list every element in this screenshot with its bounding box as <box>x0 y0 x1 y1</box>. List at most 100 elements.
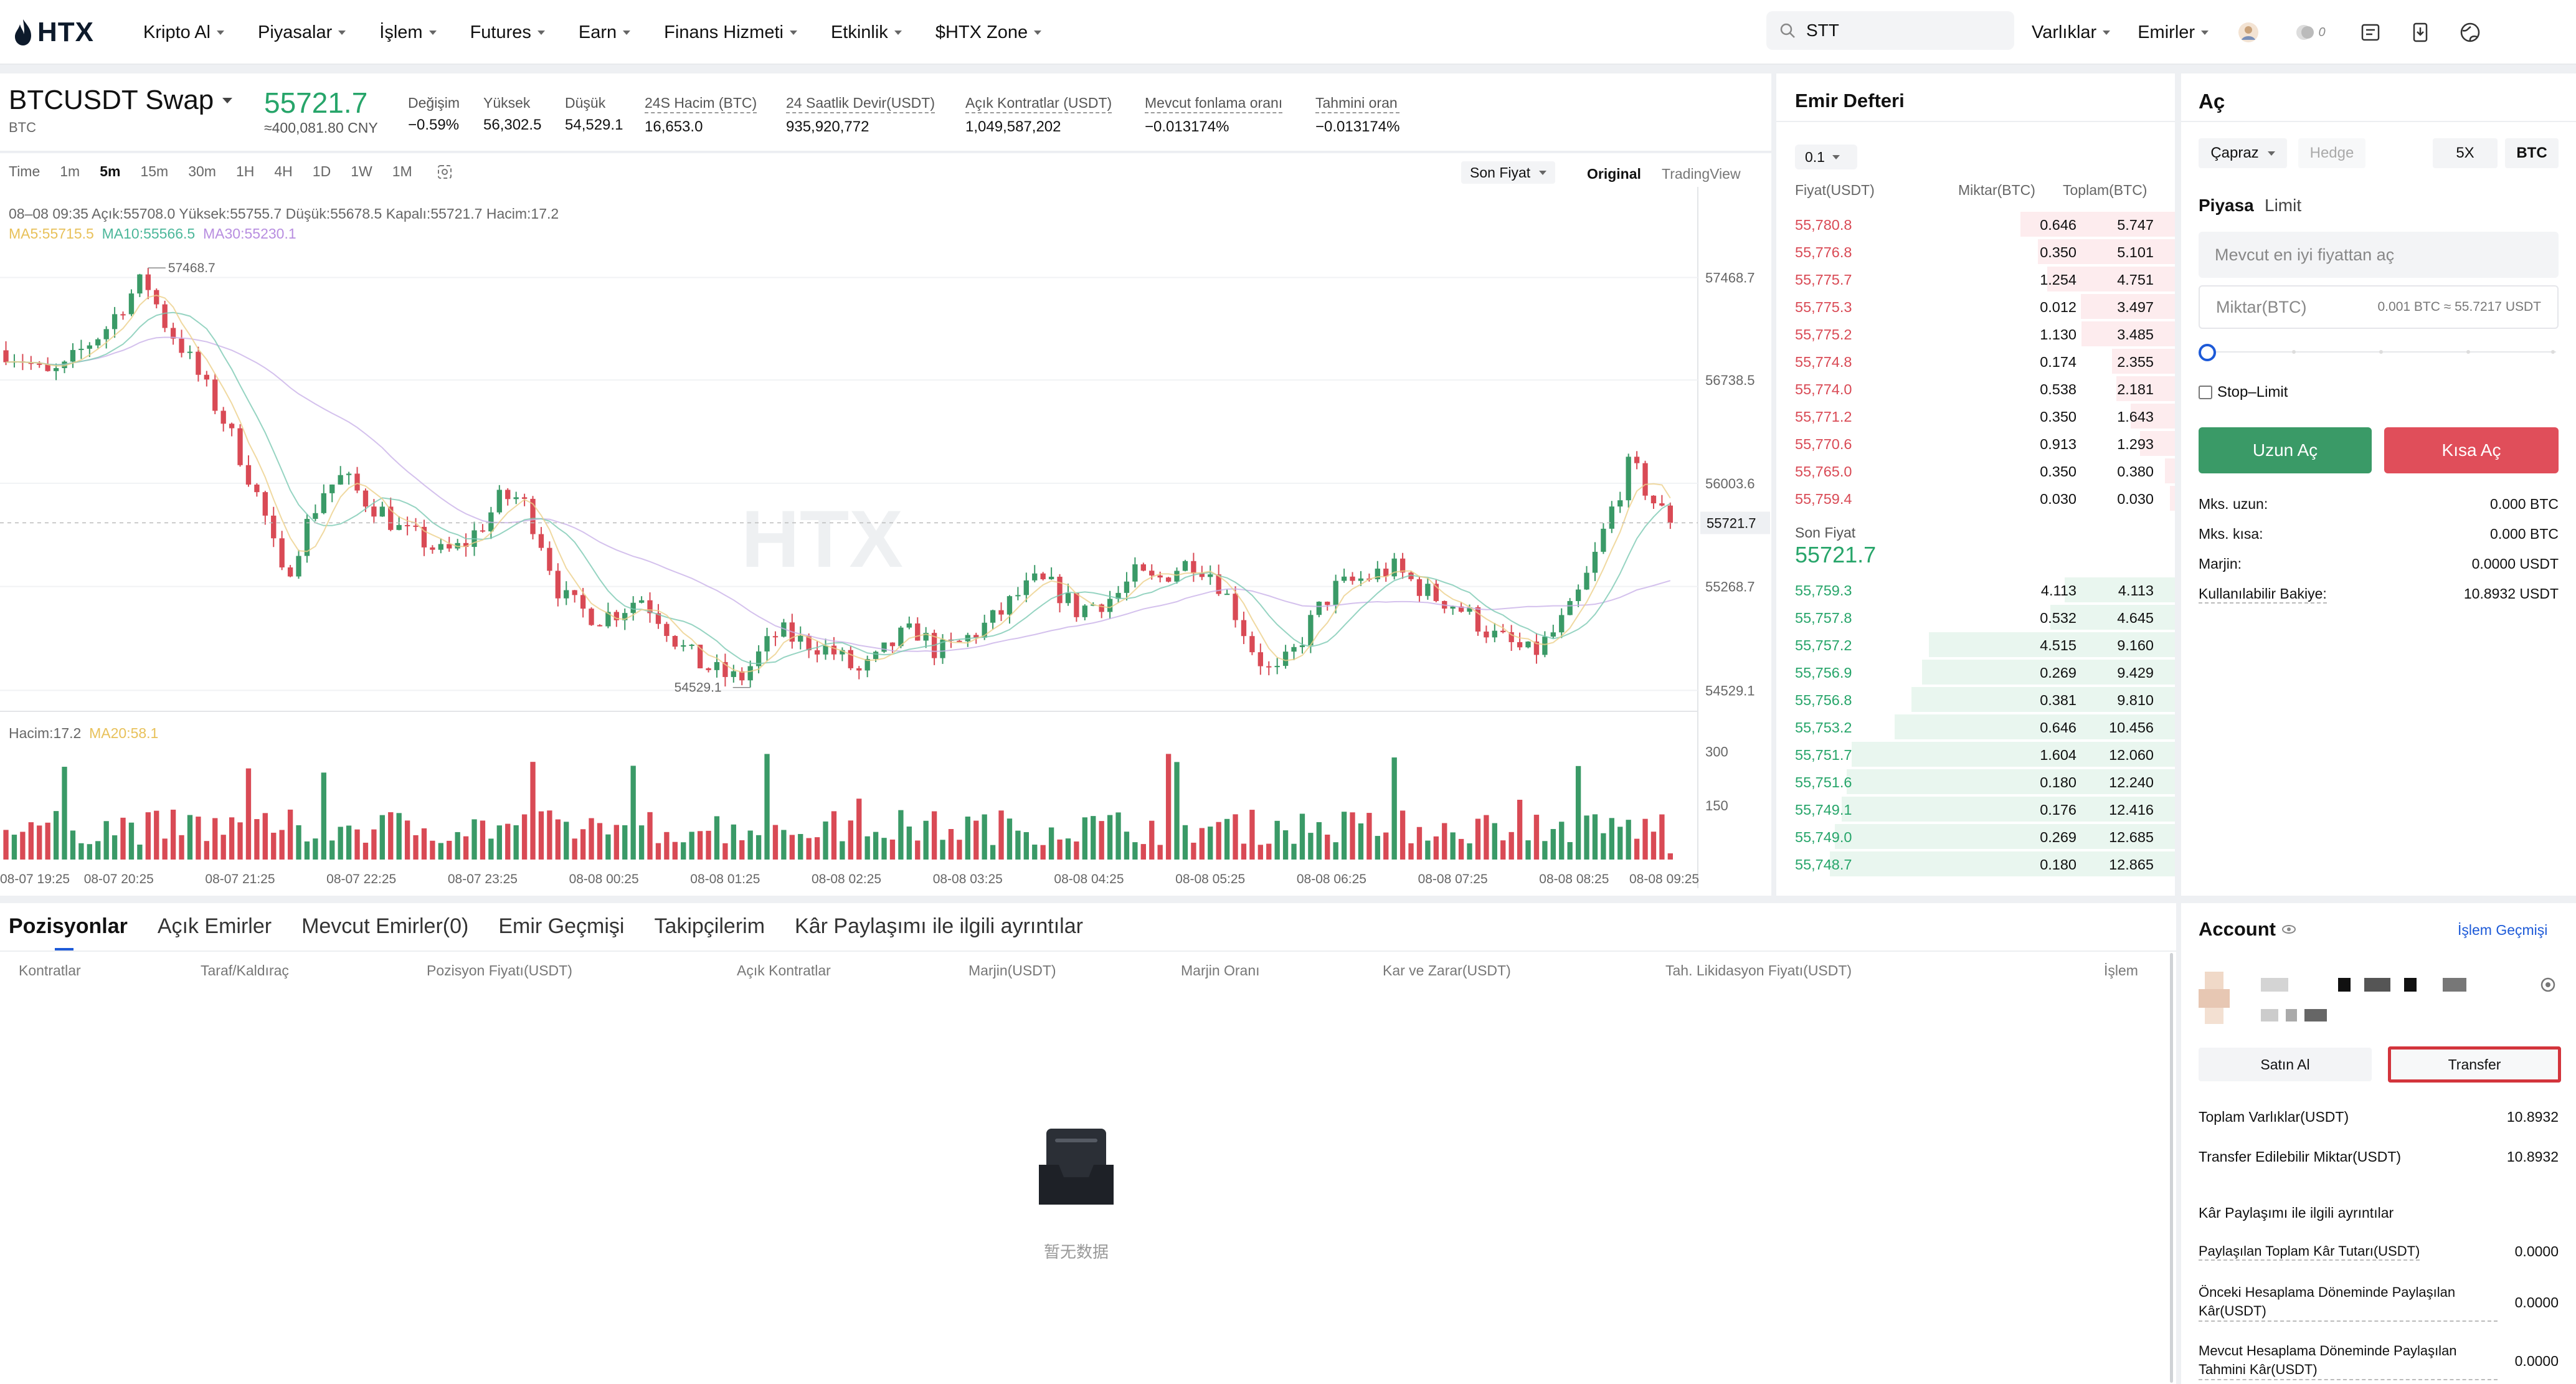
nav-earn[interactable]: Earn <box>579 22 631 43</box>
order-type-market[interactable]: Piyasa <box>2199 196 2254 215</box>
coupon-icon[interactable]: 0 <box>2286 20 2333 45</box>
nav-kripto-al[interactable]: Kripto Al <box>143 22 224 43</box>
tab-order-history[interactable]: Emir Geçmişi <box>498 914 625 938</box>
ask-row[interactable]: 55,759.4 0.030 0.030 <box>1776 485 2175 512</box>
open-long-button[interactable]: Uzun Aç <box>2199 427 2372 473</box>
tab-positions[interactable]: Pozisyonlar <box>9 914 128 938</box>
search-box[interactable] <box>1766 11 2014 50</box>
nav-etkinlik[interactable]: Etkinlik <box>831 22 902 43</box>
leverage-button[interactable]: 5X <box>2433 138 2498 168</box>
view-original[interactable]: Original <box>1587 166 1641 182</box>
tab-open-orders[interactable]: Açık Emirler <box>157 914 272 938</box>
tf-1mo[interactable]: 1M <box>392 163 412 179</box>
previous-period-profit-label[interactable]: Önceki Hesaplama Döneminde Paylaşılan Kâ… <box>2199 1283 2498 1322</box>
stop-limit-checkbox[interactable] <box>2199 386 2212 399</box>
search-input[interactable] <box>1806 21 1993 40</box>
nav-emirler[interactable]: Emirler <box>2138 22 2209 43</box>
stat-label[interactable]: Açık Kontratlar (USDT) <box>965 95 1112 113</box>
candle-body <box>564 590 569 599</box>
buy-crypto-button[interactable]: Satın Al <box>2199 1048 2372 1081</box>
bid-row[interactable]: 55,757.8 0.532 4.645 <box>1776 604 2175 631</box>
tf-4h[interactable]: 4H <box>274 163 293 179</box>
bid-row[interactable]: 55,757.2 4.515 9.160 <box>1776 631 2175 658</box>
bid-row[interactable]: 55,753.2 0.646 10.456 <box>1776 713 2175 741</box>
unit-button[interactable]: BTC <box>2505 138 2559 168</box>
precision-select[interactable]: 0.1 <box>1795 145 1857 169</box>
stat-label[interactable]: 24S Hacim (BTC) <box>645 95 757 113</box>
price-input[interactable]: Mevcut en iyi fiyattan aç <box>2199 232 2559 278</box>
orders-icon[interactable] <box>2358 20 2383 45</box>
view-tradingview[interactable]: TradingView <box>1662 166 1741 182</box>
total-shared-profit-label[interactable]: Paylaşılan Toplam Kâr Tutarı(USDT) <box>2199 1243 2420 1261</box>
bid-row[interactable]: 55,749.0 0.269 12.685 <box>1776 823 2175 850</box>
nav-futures[interactable]: Futures <box>470 22 545 43</box>
bid-row[interactable]: 55,756.9 0.269 9.429 <box>1776 658 2175 686</box>
tf-30m[interactable]: 30m <box>188 163 216 179</box>
ask-row[interactable]: 55,775.3 0.012 3.497 <box>1776 293 2175 320</box>
quantity-input[interactable]: Miktar(BTC) 0.001 BTC ≈ 55.7217 USDT <box>2199 285 2559 329</box>
scrollbar[interactable] <box>2170 953 2173 1383</box>
candlestick-chart[interactable]: 57468.7 56738.5 56003.6 55268.7 54529.1 300 15… <box>0 187 1771 896</box>
ask-row[interactable]: 55,775.7 1.254 4.751 <box>1776 265 2175 293</box>
nav-varliklar[interactable]: Varlıklar <box>2032 22 2111 43</box>
eye-icon[interactable] <box>2282 924 2296 934</box>
tf-time[interactable]: Time <box>9 163 40 179</box>
amount-slider[interactable] <box>2199 343 2559 361</box>
stat-label[interactable]: Mevcut fonlama oranı <box>1145 95 1283 113</box>
nav-piyasalar[interactable]: Piyasalar <box>258 22 346 43</box>
nav-finans[interactable]: Finans Hizmeti <box>664 22 797 43</box>
volume-bar <box>120 817 126 860</box>
tab-followers[interactable]: Takipçilerim <box>654 914 765 938</box>
volume-bar <box>864 836 870 860</box>
ask-row[interactable]: 55,775.2 1.130 3.485 <box>1776 320 2175 348</box>
tf-5m[interactable]: 5m <box>100 163 121 179</box>
tf-15m[interactable]: 15m <box>140 163 169 179</box>
ask-row[interactable]: 55,780.8 0.646 5.747 <box>1776 211 2175 238</box>
tf-1h[interactable]: 1H <box>235 163 255 179</box>
transfer-button[interactable]: Transfer <box>2388 1046 2561 1083</box>
settings-icon[interactable] <box>2540 977 2556 993</box>
bid-row[interactable]: 55,748.7 0.180 12.865 <box>1776 850 2175 878</box>
trade-history-link[interactable]: İşlem Geçmişi <box>2458 922 2548 938</box>
volume-bar <box>1375 836 1380 860</box>
screenshot-icon[interactable] <box>436 163 453 184</box>
ask-row[interactable]: 55,776.8 0.350 5.101 <box>1776 238 2175 265</box>
ob-price: 55,757.8 <box>1795 610 1852 626</box>
ask-row[interactable]: 55,771.2 0.350 1.643 <box>1776 402 2175 430</box>
open-short-button[interactable]: Kısa Aç <box>2384 427 2559 473</box>
nav-islem[interactable]: İşlem <box>379 22 437 43</box>
bid-row[interactable]: 55,759.3 4.113 4.113 <box>1776 576 2175 604</box>
stat-label[interactable]: Tahmini oran <box>1315 95 1400 113</box>
slider-handle[interactable] <box>2199 344 2216 361</box>
price-type-select[interactable]: Son Fiyat <box>1461 161 1556 184</box>
order-type-limit[interactable]: Limit <box>2265 196 2302 215</box>
globe-icon[interactable] <box>2458 20 2483 45</box>
ask-row[interactable]: 55,765.0 0.350 0.380 <box>1776 457 2175 485</box>
volume-bar <box>1467 843 1472 860</box>
bid-row[interactable]: 55,751.7 1.604 12.060 <box>1776 741 2175 768</box>
available-balance-label[interactable]: Kullanılabilir Bakiye: <box>2199 585 2327 604</box>
ask-row[interactable]: 55,770.6 0.913 1.293 <box>1776 430 2175 457</box>
tf-1w[interactable]: 1W <box>351 163 372 179</box>
tf-1m[interactable]: 1m <box>60 163 80 179</box>
time-tick-label: 08-08 02:25 <box>812 872 881 886</box>
current-period-profit-label[interactable]: Mevcut Hesaplama Döneminde Paylaşılan Ta… <box>2199 1342 2498 1380</box>
tab-profit-sharing[interactable]: Kâr Paylaşımı ile ilgili ayrıntılar <box>795 914 1083 938</box>
bid-row[interactable]: 55,749.1 0.176 12.416 <box>1776 795 2175 823</box>
ask-row[interactable]: 55,774.0 0.538 2.181 <box>1776 375 2175 402</box>
bid-row[interactable]: 55,751.6 0.180 12.240 <box>1776 768 2175 795</box>
download-icon[interactable] <box>2408 20 2433 45</box>
bid-row[interactable]: 55,756.8 0.381 9.810 <box>1776 686 2175 713</box>
hedge-button[interactable]: Hedge <box>2298 138 2365 168</box>
volume-bar <box>78 843 84 860</box>
stat-label[interactable]: 24 Saatlik Devir(USDT) <box>786 95 935 113</box>
avatar[interactable] <box>2236 20 2261 45</box>
htx-logo[interactable]: HTX <box>14 15 94 50</box>
nav-htx-zone[interactable]: $HTX Zone <box>935 22 1042 43</box>
tab-current-orders[interactable]: Mevcut Emirler(0) <box>301 914 469 938</box>
pair-selector[interactable]: BTCUSDT Swap <box>9 85 233 116</box>
tf-1d[interactable]: 1D <box>312 163 331 179</box>
stop-limit-option[interactable]: Stop–Limit <box>2199 384 2288 401</box>
margin-mode-select[interactable]: Çapraz <box>2199 138 2287 168</box>
ask-row[interactable]: 55,774.8 0.174 2.355 <box>1776 348 2175 375</box>
